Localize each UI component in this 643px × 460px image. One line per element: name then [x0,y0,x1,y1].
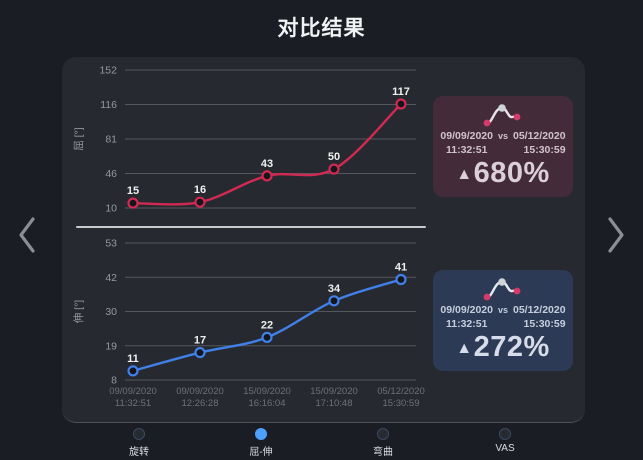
data-point-label: 41 [395,262,407,274]
x-tick-date: 05/12/2020 [377,386,425,397]
data-point-label: 15 [127,185,139,197]
data-point-label: 43 [261,158,273,170]
tab-弯曲[interactable]: 弯曲 [333,428,433,458]
data-point [194,346,206,359]
data-point [261,170,273,182]
chevron-right-icon [608,217,624,253]
trend-up-icon: ▲ [456,339,473,357]
y-tick-label: 46 [105,168,117,180]
chart-divider [76,226,426,228]
flexion-line-chart: 152 116 81 46 10 屈 [°] 15 16 43 50 117 [73,65,416,215]
percent-change: ▲ 680% [456,157,550,190]
data-point [395,273,407,286]
data-point-label: 117 [392,86,410,98]
tab-label: VAS [495,443,515,454]
y-axis-title: 伸 [°] [73,300,85,324]
x-tick-time: 11:32:51 [115,398,151,409]
tab-label: 屈-伸 [249,447,273,458]
tab-旋转[interactable]: 旋转 [89,428,189,458]
data-point-label: 17 [194,335,206,347]
data-point-label: 50 [328,151,340,163]
date-to: 05/12/2020 15:30:59 [513,130,566,156]
y-tick-label: 19 [105,340,117,352]
y-tick-label: 10 [105,203,117,215]
percent-value: 680% [473,157,550,190]
x-tick-date: 09/09/2020 [109,386,157,397]
prev-arrow-button[interactable] [12,212,42,258]
comparison-card: 09/09/2020 11:32:51 vs 05/12/2020 15:30:59 ▲ 2… [433,270,573,371]
y-tick-label: 116 [100,99,117,111]
date-from: 09/09/2020 11:32:51 [440,130,493,156]
percent-change: ▲ 272% [456,331,550,364]
tab-bar: 旋转 屈-伸 弯曲 VAS [0,428,643,460]
y-tick-label: 81 [105,134,117,146]
trend-up-icon: ▲ [456,165,473,183]
data-point [328,163,340,175]
chevron-left-icon [19,217,35,253]
data-point [395,98,407,110]
data-point [328,295,340,307]
x-tick-time: 17:10:48 [316,398,353,409]
comparison-panel: 152 116 81 46 10 屈 [°] 15 16 43 50 117 53 42 30 19 8 伸 … [62,57,585,423]
y-tick-label: 8 [111,375,117,387]
comparison-card: 09/09/2020 11:32:51 vs 05/12/2020 15:30:59 ▲ 6… [433,96,573,197]
trend-curve-icon [483,104,521,127]
series-line [131,102,403,206]
tab-radio-icon [377,428,389,440]
x-tick-time: 15:30:59 [383,398,420,409]
comparison-dates: 09/09/2020 11:32:51 vs 05/12/2020 15:30:59 [440,304,565,331]
date-from: 09/09/2020 11:32:51 [440,304,493,330]
data-point-label: 34 [328,283,341,295]
x-tick-time: 12:26:28 [182,398,219,409]
data-point [127,365,139,377]
data-point [194,196,206,208]
tab-label: 弯曲 [373,447,393,458]
tab-radio-icon [133,428,145,440]
y-tick-label: 152 [99,65,117,77]
data-point-label: 11 [127,353,139,365]
vs-label: vs [497,305,508,315]
data-point [261,331,273,344]
x-tick-date: 15/09/2020 [310,386,358,397]
trend-curve-icon [483,278,521,301]
tab-radio-icon [499,428,511,440]
x-tick-date: 15/09/2020 [243,386,291,397]
y-tick-label: 30 [105,306,117,318]
tab-VAS[interactable]: VAS [455,428,555,454]
data-point-label: 16 [194,184,206,196]
data-point-label: 22 [261,319,273,331]
y-axis-title: 屈 [°] [73,127,85,151]
comparison-dates: 09/09/2020 11:32:51 vs 05/12/2020 15:30:59 [440,130,565,157]
date-to: 05/12/2020 15:30:59 [513,304,566,330]
page-title: 对比结果 [277,17,366,40]
vs-label: vs [497,131,508,141]
x-tick-date: 09/09/2020 [176,386,224,397]
tab-屈-伸[interactable]: 屈-伸 [211,428,311,458]
percent-value: 272% [473,331,550,364]
tab-label: 旋转 [129,447,149,458]
y-tick-label: 42 [105,272,117,284]
y-tick-label: 53 [105,238,117,250]
x-tick-time: 16:16:04 [249,398,286,409]
tab-radio-icon [255,428,267,440]
next-arrow-button[interactable] [601,212,631,258]
data-point [127,197,139,209]
